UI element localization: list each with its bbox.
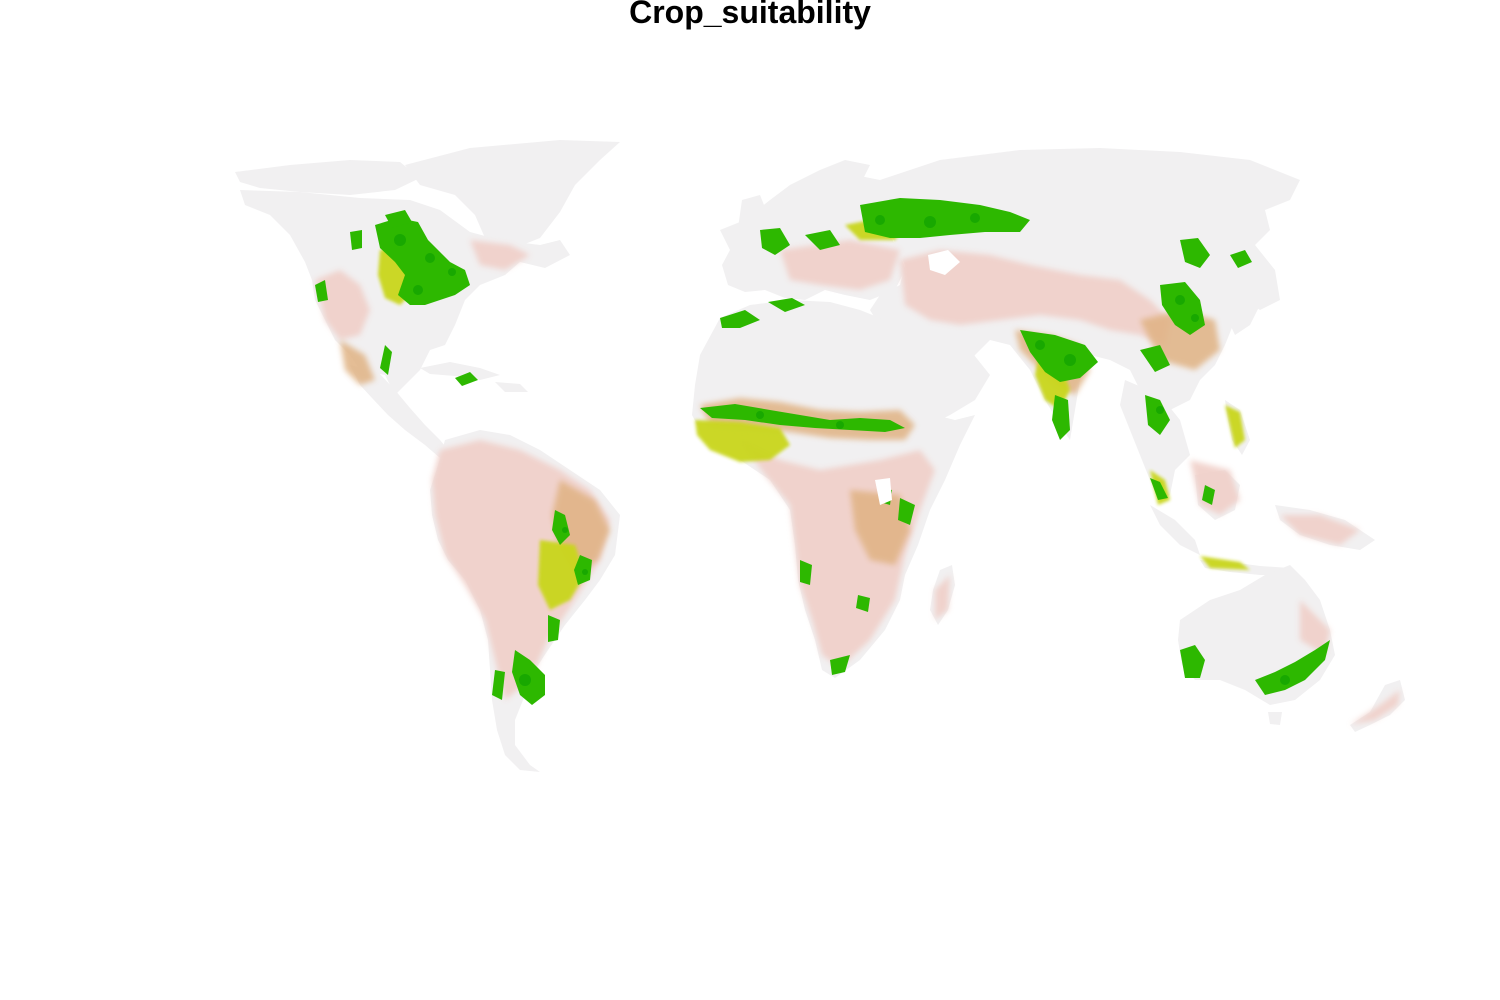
inland-water (875, 250, 960, 505)
japan (1228, 275, 1260, 335)
central-america (350, 365, 450, 458)
scandinavia (790, 160, 870, 225)
indochina (1120, 380, 1190, 500)
australia-southwest (1180, 645, 1205, 678)
tasmania (1268, 712, 1282, 725)
arabian-peninsula (900, 330, 990, 425)
caribbean-hispaniola (495, 382, 528, 392)
greenland (405, 140, 620, 252)
dense-suitability-speckles (394, 213, 1290, 686)
sahel-belt (700, 404, 905, 432)
very-high-suitability-layer (315, 198, 1330, 705)
new-zealand (1350, 680, 1405, 732)
caribbean-cuba (420, 362, 500, 380)
sumatra (1150, 505, 1200, 555)
australia-southeast (1255, 640, 1330, 695)
map-title: Crop_suitability (629, 0, 871, 30)
arctic-islands (235, 160, 420, 195)
